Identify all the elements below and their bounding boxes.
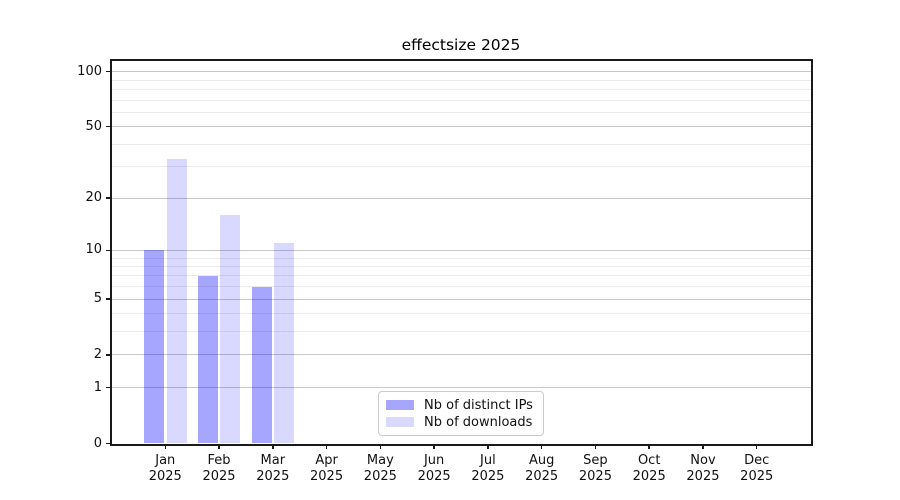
- x-tick-mark: [218, 443, 220, 449]
- x-tick-label-jul: Jul 2025: [456, 453, 520, 486]
- minor-gridline: [111, 265, 811, 267]
- x-tick-mark: [755, 443, 758, 449]
- major-gridline: [111, 71, 811, 73]
- x-tick-mark: [164, 443, 167, 449]
- y-tick-label: 20: [85, 190, 102, 206]
- minor-gridline: [111, 79, 811, 81]
- y-tick-mark: [105, 125, 111, 128]
- x-tick-month: Jul: [480, 452, 496, 468]
- x-tick-year: 2025: [686, 469, 720, 484]
- x-tick-month: Sep: [583, 452, 608, 468]
- x-tick-label-jun: Jun 2025: [402, 453, 466, 486]
- x-tick-label-mar: Mar 2025: [241, 453, 305, 486]
- legend-swatch-downloads: [386, 417, 414, 427]
- minor-gridline: [111, 275, 811, 277]
- major-gridline: [111, 298, 811, 300]
- x-tick-mark: [540, 443, 543, 449]
- legend-label-distinct-ips: Nb of distinct IPs: [424, 397, 533, 413]
- x-tick-mark: [487, 443, 489, 449]
- x-tick-mark: [702, 443, 704, 449]
- y-tick-mark: [105, 386, 111, 389]
- x-tick-month: Oct: [637, 452, 661, 468]
- x-tick-year: 2025: [632, 469, 666, 484]
- x-tick-label-sep: Sep 2025: [563, 453, 627, 486]
- x-tick-year: 2025: [740, 469, 774, 484]
- major-gridline: [111, 249, 811, 251]
- y-tick-mark: [105, 70, 111, 73]
- y-tick-label: 0: [93, 435, 102, 451]
- x-tick-month: Jun: [423, 452, 445, 468]
- x-tick-mark: [433, 443, 435, 449]
- legend-label-downloads: Nb of downloads: [424, 414, 533, 430]
- x-tick-month: Mar: [260, 452, 286, 468]
- bar-feb-series1: [220, 215, 241, 444]
- minor-gridline: [111, 88, 811, 90]
- plot-area: [111, 61, 811, 444]
- x-tick-year: 2025: [202, 469, 236, 484]
- x-tick-label-oct: Oct 2025: [617, 453, 681, 486]
- y-tick-mark: [105, 442, 111, 445]
- x-tick-mark: [272, 443, 274, 449]
- bar-feb-series0: [197, 275, 218, 444]
- bar-mar-series0: [251, 286, 272, 444]
- x-tick-mark: [594, 443, 597, 449]
- y-tick-label: 100: [77, 63, 102, 79]
- y-tick-label: 2: [93, 346, 102, 362]
- major-gridline: [111, 354, 811, 356]
- legend-swatch-distinct-ips: [386, 400, 414, 410]
- y-tick-mark: [105, 298, 111, 300]
- x-tick-month: Jan: [155, 452, 176, 468]
- minor-gridline: [111, 166, 811, 168]
- y-tick-label: 50: [85, 118, 102, 134]
- major-gridline: [111, 387, 811, 389]
- x-tick-year: 2025: [578, 469, 612, 484]
- bar-jan-series0: [144, 250, 165, 444]
- legend: Nb of distinct IPs Nb of downloads: [378, 391, 544, 436]
- x-tick-year: 2025: [256, 469, 290, 484]
- y-tick-mark: [105, 354, 111, 356]
- x-tick-month: Aug: [528, 452, 555, 468]
- bar-jan-series1: [166, 159, 187, 444]
- x-tick-label-apr: Apr 2025: [295, 453, 359, 486]
- y-tick-mark: [105, 197, 111, 199]
- y-tick-mark: [105, 249, 111, 252]
- y-tick-label: 1: [93, 379, 102, 395]
- minor-gridline: [111, 286, 811, 288]
- chart-title: effectsize 2025: [401, 36, 521, 54]
- minor-gridline: [111, 257, 811, 259]
- x-tick-label-may: May 2025: [348, 453, 412, 486]
- minor-gridline: [111, 111, 811, 113]
- x-tick-mark: [325, 443, 328, 449]
- x-tick-month: Dec: [744, 452, 770, 468]
- x-tick-label-aug: Aug 2025: [510, 453, 574, 486]
- x-tick-year: 2025: [471, 469, 505, 484]
- bar-mar-series1: [274, 243, 295, 444]
- x-tick-month: Nov: [690, 452, 716, 468]
- x-tick-label-jan: Jan 2025: [133, 453, 197, 486]
- x-tick-year: 2025: [310, 469, 344, 484]
- minor-gridline: [111, 143, 811, 145]
- x-tick-label-dec: Dec 2025: [725, 453, 789, 486]
- legend-item-distinct-ips: Nb of distinct IPs: [386, 397, 535, 413]
- x-tick-mark: [379, 443, 382, 449]
- legend-item-downloads: Nb of downloads: [386, 414, 535, 430]
- y-tick-label: 10: [85, 242, 102, 258]
- x-tick-month: Apr: [315, 452, 338, 468]
- major-gridline: [111, 126, 811, 128]
- x-tick-year: 2025: [148, 469, 182, 484]
- x-tick-year: 2025: [417, 469, 451, 484]
- x-tick-label-feb: Feb 2025: [187, 453, 251, 486]
- x-tick-month: May: [366, 452, 394, 468]
- x-tick-label-nov: Nov 2025: [671, 453, 735, 486]
- major-gridline: [111, 197, 811, 199]
- minor-gridline: [111, 313, 811, 315]
- x-tick-mark: [648, 443, 650, 449]
- x-tick-year: 2025: [525, 469, 559, 484]
- x-tick-year: 2025: [363, 469, 397, 484]
- y-tick-label: 5: [93, 291, 102, 307]
- minor-gridline: [111, 331, 811, 333]
- x-tick-month: Feb: [207, 452, 231, 468]
- minor-gridline: [111, 99, 811, 101]
